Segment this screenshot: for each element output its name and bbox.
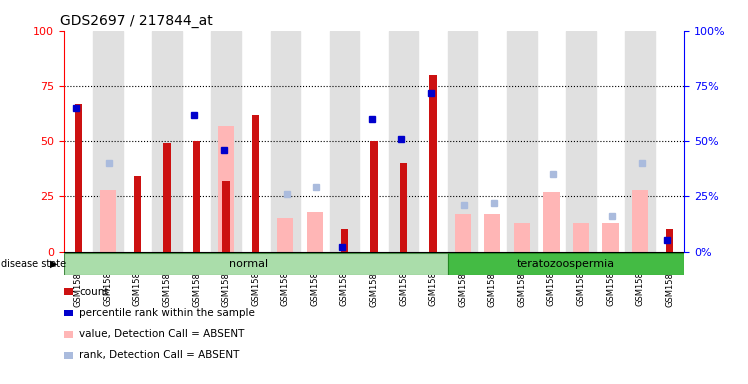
- Bar: [153, 31, 182, 252]
- Text: teratozoospermia: teratozoospermia: [517, 259, 615, 269]
- Bar: [400, 163, 407, 252]
- Text: disease state: disease state: [1, 259, 66, 269]
- Text: GDS2697 / 217844_at: GDS2697 / 217844_at: [61, 14, 213, 28]
- Bar: [193, 141, 200, 252]
- Bar: [429, 75, 437, 252]
- Bar: [134, 177, 141, 252]
- Bar: [64, 253, 448, 275]
- Bar: [625, 31, 654, 252]
- Bar: [94, 31, 123, 252]
- Bar: [666, 230, 673, 252]
- Bar: [543, 192, 560, 252]
- Bar: [484, 214, 500, 252]
- Bar: [75, 104, 82, 252]
- Bar: [222, 181, 230, 252]
- Bar: [278, 218, 293, 252]
- Text: ▶: ▶: [50, 259, 58, 269]
- Bar: [389, 31, 418, 252]
- Bar: [514, 223, 530, 252]
- Bar: [99, 190, 116, 252]
- Bar: [370, 141, 378, 252]
- Bar: [507, 31, 536, 252]
- Bar: [341, 230, 348, 252]
- Text: value, Detection Call = ABSENT: value, Detection Call = ABSENT: [79, 329, 245, 339]
- Bar: [212, 31, 241, 252]
- Text: percentile rank within the sample: percentile rank within the sample: [79, 308, 255, 318]
- Text: normal: normal: [229, 259, 268, 269]
- Bar: [566, 31, 595, 252]
- Bar: [602, 223, 619, 252]
- Bar: [252, 114, 260, 252]
- Bar: [307, 212, 323, 252]
- Bar: [163, 143, 171, 252]
- Bar: [448, 253, 684, 275]
- Bar: [448, 31, 477, 252]
- Bar: [271, 31, 300, 252]
- Text: rank, Detection Call = ABSENT: rank, Detection Call = ABSENT: [79, 350, 239, 360]
- Bar: [330, 31, 359, 252]
- Bar: [218, 126, 234, 252]
- Bar: [632, 190, 649, 252]
- Bar: [455, 214, 470, 252]
- Text: count: count: [79, 287, 108, 297]
- Bar: [573, 223, 589, 252]
